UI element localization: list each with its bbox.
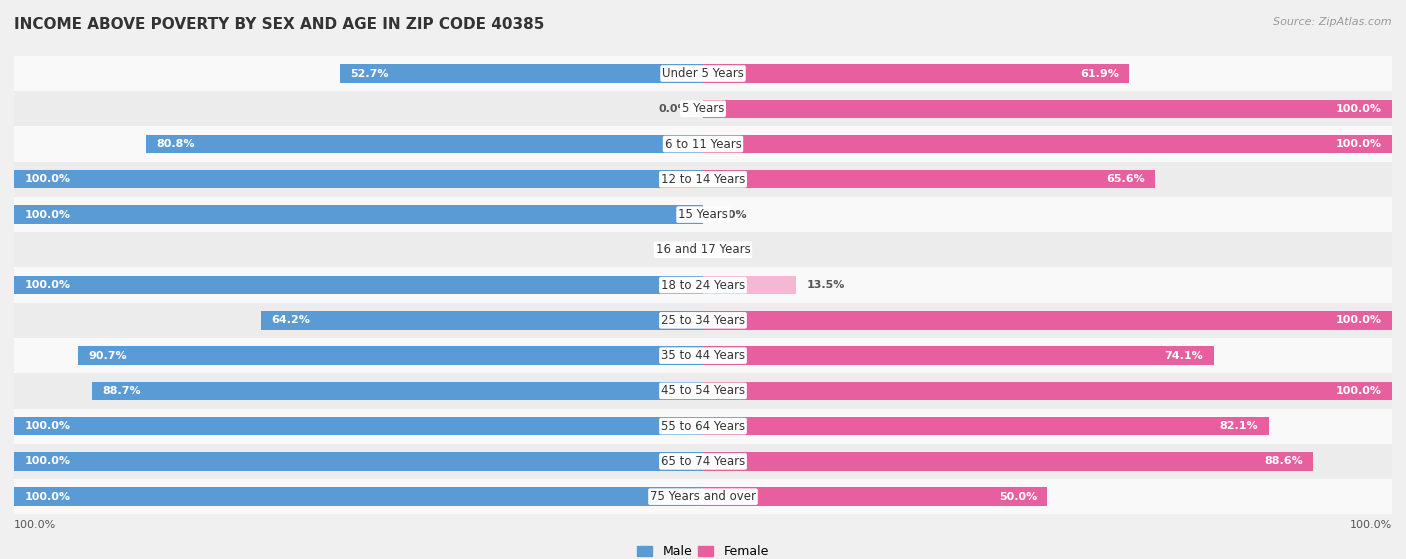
Bar xyxy=(703,417,1268,435)
Text: 35 to 44 Years: 35 to 44 Years xyxy=(661,349,745,362)
Text: 75 Years and over: 75 Years and over xyxy=(650,490,756,503)
Bar xyxy=(260,311,703,329)
Text: 16 and 17 Years: 16 and 17 Years xyxy=(655,243,751,257)
Bar xyxy=(14,444,1392,479)
Bar xyxy=(14,91,1392,126)
Text: 55 to 64 Years: 55 to 64 Years xyxy=(661,420,745,433)
Bar xyxy=(14,373,1392,409)
Text: 100.0%: 100.0% xyxy=(14,519,56,529)
Text: INCOME ABOVE POVERTY BY SEX AND AGE IN ZIP CODE 40385: INCOME ABOVE POVERTY BY SEX AND AGE IN Z… xyxy=(14,17,544,32)
Bar xyxy=(14,452,703,471)
Text: 80.8%: 80.8% xyxy=(156,139,195,149)
Bar xyxy=(14,417,703,435)
Text: 100.0%: 100.0% xyxy=(1336,386,1382,396)
Text: 13.5%: 13.5% xyxy=(807,280,845,290)
Text: 0.0%: 0.0% xyxy=(658,245,689,255)
Text: 0.0%: 0.0% xyxy=(658,104,689,114)
Bar xyxy=(14,162,1392,197)
Text: 61.9%: 61.9% xyxy=(1080,69,1119,78)
Text: 0.0%: 0.0% xyxy=(717,210,748,220)
Bar xyxy=(703,135,1392,153)
Bar xyxy=(14,126,1392,162)
Bar xyxy=(703,452,1313,471)
Bar xyxy=(340,64,703,83)
Bar xyxy=(703,487,1047,506)
Text: 65.6%: 65.6% xyxy=(1107,174,1144,184)
Text: 5 Years: 5 Years xyxy=(682,102,724,115)
Bar xyxy=(14,170,703,188)
Bar xyxy=(79,347,703,365)
Bar xyxy=(703,170,1154,188)
Text: 0.0%: 0.0% xyxy=(717,245,748,255)
Bar xyxy=(14,338,1392,373)
Text: 100.0%: 100.0% xyxy=(24,492,70,501)
Bar xyxy=(703,64,1129,83)
Text: 100.0%: 100.0% xyxy=(1350,519,1392,529)
Text: 88.6%: 88.6% xyxy=(1264,456,1303,466)
Text: 12 to 14 Years: 12 to 14 Years xyxy=(661,173,745,186)
Text: 100.0%: 100.0% xyxy=(24,210,70,220)
Text: 100.0%: 100.0% xyxy=(24,280,70,290)
Bar xyxy=(703,276,796,294)
Bar xyxy=(703,311,1392,329)
Bar xyxy=(14,197,1392,232)
Text: Under 5 Years: Under 5 Years xyxy=(662,67,744,80)
Text: 100.0%: 100.0% xyxy=(24,421,70,431)
Bar xyxy=(703,100,1392,118)
Text: 45 to 54 Years: 45 to 54 Years xyxy=(661,385,745,397)
Text: 50.0%: 50.0% xyxy=(998,492,1038,501)
Bar xyxy=(703,347,1213,365)
Text: 100.0%: 100.0% xyxy=(24,174,70,184)
Bar xyxy=(91,382,703,400)
Text: 100.0%: 100.0% xyxy=(1336,139,1382,149)
Text: 65 to 74 Years: 65 to 74 Years xyxy=(661,455,745,468)
Bar xyxy=(14,409,1392,444)
Bar xyxy=(14,479,1392,514)
Text: 15 Years: 15 Years xyxy=(678,208,728,221)
Text: 64.2%: 64.2% xyxy=(271,315,309,325)
Bar xyxy=(14,56,1392,91)
Text: 82.1%: 82.1% xyxy=(1219,421,1258,431)
Bar xyxy=(14,487,703,506)
Text: 100.0%: 100.0% xyxy=(1336,315,1382,325)
Bar xyxy=(146,135,703,153)
Text: 88.7%: 88.7% xyxy=(103,386,141,396)
Bar xyxy=(14,276,703,294)
Bar xyxy=(14,267,1392,303)
Text: 74.1%: 74.1% xyxy=(1164,350,1204,361)
Text: 52.7%: 52.7% xyxy=(350,69,389,78)
Bar xyxy=(14,303,1392,338)
Text: 6 to 11 Years: 6 to 11 Years xyxy=(665,138,741,150)
Bar xyxy=(703,382,1392,400)
Text: 18 to 24 Years: 18 to 24 Years xyxy=(661,278,745,292)
Text: 100.0%: 100.0% xyxy=(1336,104,1382,114)
Bar xyxy=(14,232,1392,267)
Legend: Male, Female: Male, Female xyxy=(633,540,773,559)
Text: 90.7%: 90.7% xyxy=(89,350,127,361)
Text: 25 to 34 Years: 25 to 34 Years xyxy=(661,314,745,327)
Text: Source: ZipAtlas.com: Source: ZipAtlas.com xyxy=(1274,17,1392,27)
Bar xyxy=(14,205,703,224)
Text: 100.0%: 100.0% xyxy=(24,456,70,466)
